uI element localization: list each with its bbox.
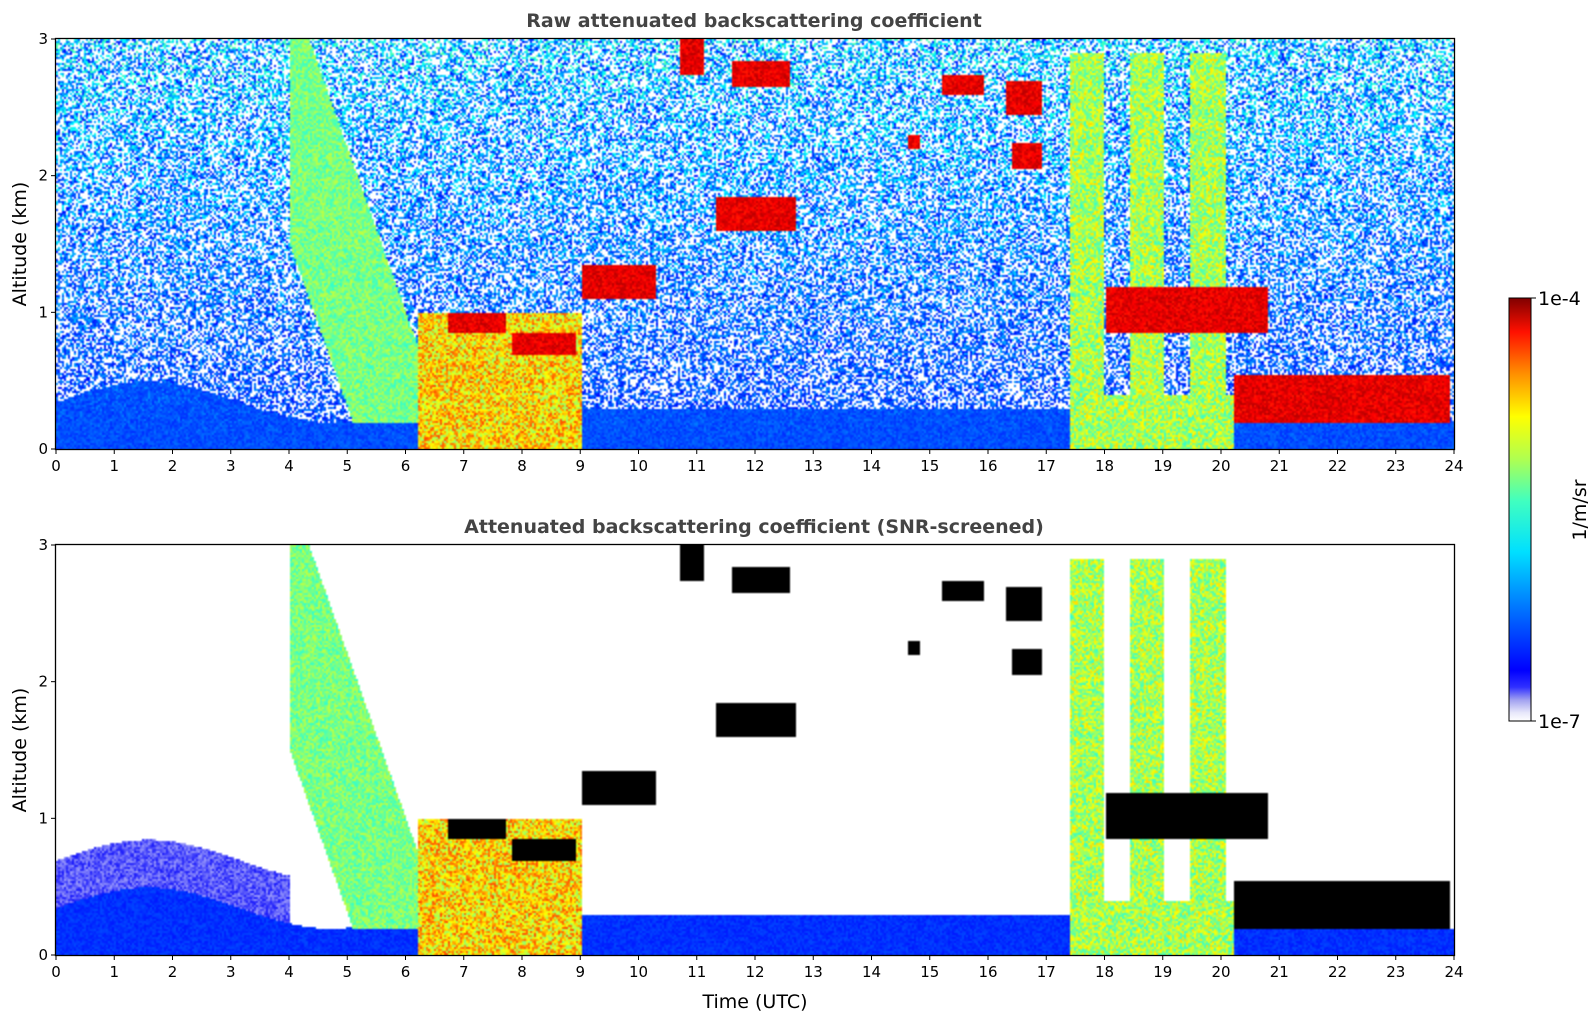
x-tick-label: 3 xyxy=(226,963,236,981)
colorbar-unit-label: 1/m/sr xyxy=(1569,479,1591,540)
x-tick-label: 11 xyxy=(687,457,706,475)
x-tick-label: 2 xyxy=(168,963,178,981)
x-tick-label: 1 xyxy=(109,963,119,981)
x-tick-label: 7 xyxy=(459,963,469,981)
screened-backscatter-heatmap xyxy=(56,545,1454,955)
x-tick-label: 6 xyxy=(401,963,411,981)
x-tick-label: 23 xyxy=(1386,963,1405,981)
raw-panel-title: Raw attenuated backscattering coefficien… xyxy=(526,10,982,32)
x-tick-label: 5 xyxy=(342,457,352,475)
x-tick-label: 6 xyxy=(401,457,411,475)
x-tick-label: 17 xyxy=(1037,963,1056,981)
raw-backscatter-panel: Raw attenuated backscattering coefficien… xyxy=(9,10,1464,475)
x-tick-label: 9 xyxy=(575,457,585,475)
raw-x-axis: 0 1 2 3 4 5 6 7 8 9 10 11 12 13 14 15 16 17 18 19 20 21 22 23 24 xyxy=(51,449,1464,475)
x-tick-label: 22 xyxy=(1328,457,1347,475)
x-tick-label: 9 xyxy=(575,963,585,981)
x-tick-label: 3 xyxy=(226,457,236,475)
x-tick-label: 14 xyxy=(862,963,881,981)
x-tick-label: 18 xyxy=(1095,963,1114,981)
x-tick-label: 24 xyxy=(1444,457,1463,475)
x-tick-label: 15 xyxy=(920,457,939,475)
x-tick-label: 10 xyxy=(629,963,648,981)
y-tick-label: 2 xyxy=(38,673,48,691)
raw-backscatter-heatmap xyxy=(56,39,1454,449)
time-axis-label: Time (UTC) xyxy=(701,991,807,1013)
x-tick-label: 8 xyxy=(517,963,527,981)
x-tick-label: 18 xyxy=(1095,457,1114,475)
screened-x-axis: 0 1 2 3 4 5 6 7 8 9 10 11 12 13 14 15 16 17 18 19 20 21 22 23 24 xyxy=(51,955,1464,981)
x-tick-label: 0 xyxy=(51,963,61,981)
raw-y-axis-label: Altitude (km) xyxy=(9,182,31,307)
screened-y-axis: 0 1 2 3 xyxy=(38,536,56,964)
y-tick-label: 0 xyxy=(38,946,48,964)
x-tick-label: 22 xyxy=(1328,963,1347,981)
x-tick-label: 16 xyxy=(978,457,997,475)
raw-y-axis: 0 1 2 3 xyxy=(38,30,56,458)
x-tick-label: 4 xyxy=(284,457,294,475)
snr-screened-panel: Attenuated backscattering coefficient (S… xyxy=(9,516,1464,1013)
x-tick-label: 23 xyxy=(1386,457,1405,475)
x-tick-label: 11 xyxy=(687,963,706,981)
y-tick-label: 3 xyxy=(38,536,48,554)
screened-panel-title: Attenuated backscattering coefficient (S… xyxy=(464,516,1044,538)
x-tick-label: 21 xyxy=(1270,457,1289,475)
x-tick-label: 17 xyxy=(1037,457,1056,475)
x-tick-label: 15 xyxy=(920,963,939,981)
x-tick-label: 13 xyxy=(804,457,823,475)
x-tick-label: 4 xyxy=(284,963,294,981)
x-tick-label: 0 xyxy=(51,457,61,475)
x-tick-label: 24 xyxy=(1444,963,1463,981)
x-tick-label: 20 xyxy=(1211,457,1230,475)
x-tick-label: 12 xyxy=(745,963,764,981)
x-tick-label: 8 xyxy=(517,457,527,475)
x-tick-label: 13 xyxy=(804,963,823,981)
x-tick-label: 19 xyxy=(1153,963,1172,981)
y-tick-label: 3 xyxy=(38,30,48,48)
colorbar-min-label: 1e-7 xyxy=(1538,711,1581,733)
x-tick-label: 1 xyxy=(109,457,119,475)
x-tick-label: 19 xyxy=(1153,457,1172,475)
y-tick-label: 1 xyxy=(38,809,48,827)
y-tick-label: 2 xyxy=(38,167,48,185)
colorbar-gradient xyxy=(1508,297,1532,722)
y-tick-label: 1 xyxy=(38,303,48,321)
colorbar-max-label: 1e-4 xyxy=(1538,288,1581,310)
y-tick-label: 0 xyxy=(38,440,48,458)
screened-y-axis-label: Altitude (km) xyxy=(9,688,31,813)
x-tick-label: 10 xyxy=(629,457,648,475)
x-tick-label: 14 xyxy=(862,457,881,475)
x-tick-label: 21 xyxy=(1270,963,1289,981)
colorbar: 1e-4 1e-7 1/m/sr xyxy=(1508,288,1591,733)
x-tick-label: 2 xyxy=(168,457,178,475)
x-tick-label: 16 xyxy=(978,963,997,981)
x-tick-label: 5 xyxy=(342,963,352,981)
x-tick-label: 20 xyxy=(1211,963,1230,981)
x-tick-label: 7 xyxy=(459,457,469,475)
x-tick-label: 12 xyxy=(745,457,764,475)
